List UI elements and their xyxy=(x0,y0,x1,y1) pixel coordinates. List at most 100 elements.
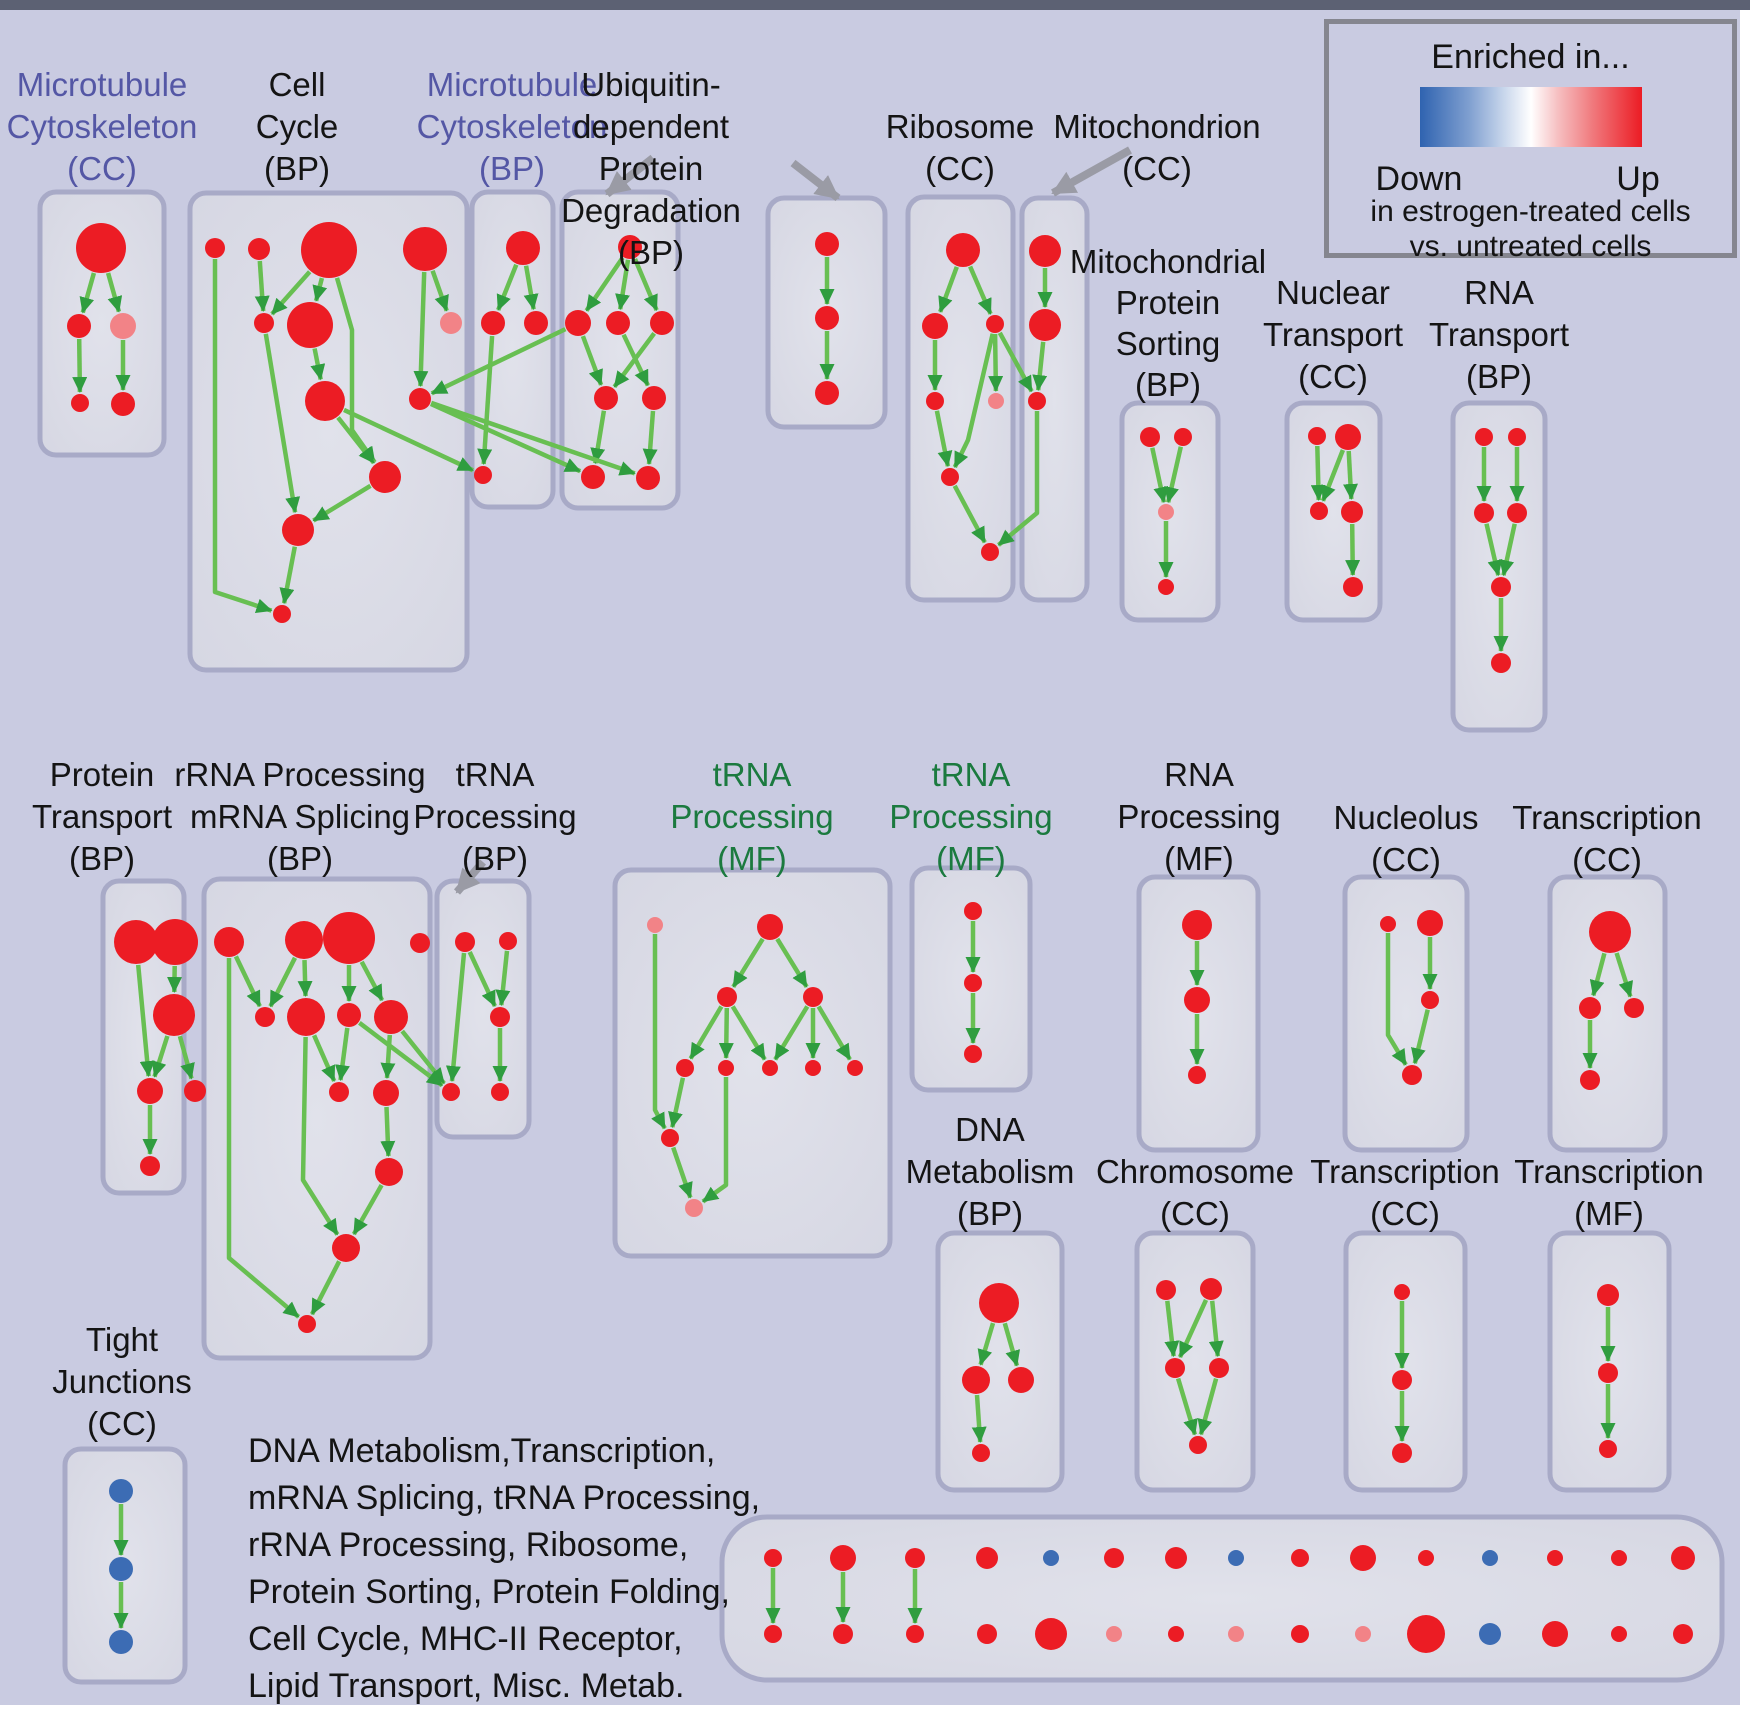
go-term-node xyxy=(109,1557,133,1581)
go-term-node xyxy=(1335,424,1361,450)
go-term-node xyxy=(1029,235,1061,267)
go-term-node xyxy=(1394,1284,1410,1300)
cluster-label-rna_p: RNA Processing (MF) xyxy=(1117,754,1280,880)
edge-arrow xyxy=(731,937,765,988)
label-line: Transport xyxy=(1263,316,1403,353)
go-term-node xyxy=(618,235,642,259)
go-term-node xyxy=(337,1003,361,1027)
cluster-label-trna_mf_small: tRNA Processing (MF) xyxy=(889,754,1052,880)
go-term-node xyxy=(184,1080,206,1102)
go-term-node xyxy=(805,1060,821,1076)
edge-arrow xyxy=(775,937,809,988)
go-term-node xyxy=(650,311,674,335)
go-term-node xyxy=(757,914,783,940)
go-term-node xyxy=(647,917,663,933)
edge-arrow xyxy=(1002,1322,1020,1367)
edge-arrow xyxy=(300,1036,340,1236)
go-term-node xyxy=(1188,1066,1206,1084)
edge-arrow xyxy=(1177,1298,1209,1359)
label-line: dependent xyxy=(572,108,729,145)
go-term-node xyxy=(329,1082,349,1102)
cluster-label-tx_cc_bot: Transcription (CC) xyxy=(1310,1151,1500,1235)
label-line: (CC) xyxy=(87,1405,157,1442)
edge-arrow xyxy=(335,1027,350,1082)
label-line: (BP) xyxy=(956,1195,1023,1232)
misc-note-line: mRNA Splicing, tRNA Processing, xyxy=(248,1479,761,1517)
label-line: (CC) xyxy=(1160,1195,1230,1232)
go-term-node xyxy=(1228,1550,1244,1566)
cluster-label-mps: Mitochondrial Protein Sorting (BP) xyxy=(1070,241,1266,405)
edge-arrow xyxy=(997,331,1034,393)
edge-arrow xyxy=(934,410,953,468)
go-term-node xyxy=(988,393,1004,409)
go-term-node xyxy=(1308,427,1326,445)
go-term-node xyxy=(1611,1550,1627,1566)
legend-down-label: Down xyxy=(1375,160,1463,198)
edge-arrow xyxy=(430,400,636,476)
go-term-node xyxy=(815,381,839,405)
cluster-box-mc_bp xyxy=(469,189,556,510)
edge-arrow xyxy=(430,327,567,396)
go-term-node xyxy=(499,932,517,950)
cluster-label-nucleolus: Nucleolus (CC) xyxy=(1334,797,1479,881)
go-term-node xyxy=(833,1624,853,1644)
edge-arrow xyxy=(1411,1009,1430,1065)
edge-arrow xyxy=(718,1007,734,1059)
go-term-node xyxy=(1209,1358,1229,1378)
edge-arrow xyxy=(1385,933,1408,1066)
go-term-node xyxy=(1673,1624,1693,1644)
edge-arrow xyxy=(270,270,312,316)
go-term-node xyxy=(1407,1615,1445,1653)
go-term-node xyxy=(1043,1550,1059,1566)
cluster-label-mc_bp: Microtubule Cytoskeleton (BP) xyxy=(417,64,608,190)
edge-arrow xyxy=(226,958,301,1319)
label-line: RNA xyxy=(1464,274,1534,311)
go-term-node xyxy=(1380,916,1396,932)
label-line: rRNA Processing xyxy=(174,756,426,793)
cluster-label-tx_mf: Transcription (MF) xyxy=(1514,1151,1704,1235)
go-term-node xyxy=(606,311,630,335)
go-term-node xyxy=(764,1549,782,1567)
go-term-node xyxy=(1228,1626,1244,1642)
label-line: (CC) xyxy=(1370,1195,1440,1232)
legend-caption-line1: in estrogen-treated cells xyxy=(1370,195,1691,228)
go-term-node xyxy=(565,310,591,336)
go-term-node xyxy=(506,231,540,265)
label-pointer-arrows xyxy=(453,146,1132,895)
go-term-node xyxy=(1598,1363,1618,1383)
go-term-node xyxy=(1029,309,1061,341)
go-term-node xyxy=(964,1045,982,1063)
edge-arrow xyxy=(1032,341,1048,392)
misc-categories-note: DNA Metabolism,Transcription, mRNA Splic… xyxy=(248,1428,760,1710)
go-term-node xyxy=(905,1548,925,1568)
edge-arrow xyxy=(105,272,123,313)
go-term-node xyxy=(717,987,737,1007)
go-term-node xyxy=(1508,428,1526,446)
edge-arrow xyxy=(268,956,298,1008)
edge-arrow xyxy=(688,1005,724,1060)
go-term-node xyxy=(1035,1618,1067,1650)
go-term-node xyxy=(323,912,375,964)
label-line: Protein xyxy=(598,150,704,187)
edge-arrow xyxy=(701,1077,729,1204)
go-term-node xyxy=(1580,1070,1600,1090)
edge-arrow xyxy=(938,266,959,313)
edge-arrow xyxy=(1208,1300,1224,1358)
cluster-label-trna_mf_big: tRNA Processing (MF) xyxy=(670,754,833,880)
label-line: (CC) xyxy=(1122,150,1192,187)
label-line: Transcription xyxy=(1512,799,1702,836)
label-line: Processing xyxy=(889,798,1053,835)
label-line: Degradation xyxy=(561,192,741,229)
edge-arrow xyxy=(971,1394,987,1443)
cluster-box-tx_cc_mid xyxy=(1547,874,1668,1153)
go-term-node xyxy=(964,902,982,920)
label-line: Cytoskeleton xyxy=(416,108,608,145)
go-term-node xyxy=(636,466,660,490)
go-term-node xyxy=(1418,1550,1434,1566)
go-term-node xyxy=(685,1199,703,1217)
edge-arrow xyxy=(312,1034,337,1082)
go-term-node xyxy=(255,1007,275,1027)
go-term-node xyxy=(374,1000,408,1034)
go-term-node xyxy=(1310,502,1328,520)
go-term-node xyxy=(1184,987,1210,1013)
